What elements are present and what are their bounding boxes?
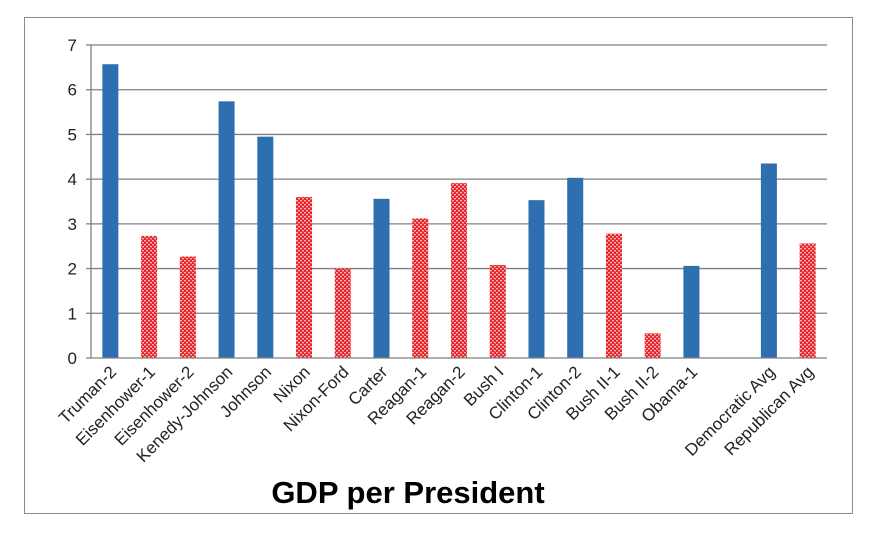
bar-eisenhower-1 xyxy=(141,235,158,358)
bar-eisenhower-2 xyxy=(179,256,196,358)
bar-bush-ii-2 xyxy=(644,333,661,358)
y-tick-label: 2 xyxy=(68,260,77,279)
bar-bush-ii-1 xyxy=(605,233,622,358)
bar-obama-1 xyxy=(683,265,700,358)
bar-nixon-ford xyxy=(334,268,351,358)
bar-bush-i xyxy=(489,264,506,358)
y-tick-label: 0 xyxy=(68,349,77,368)
y-tick-label: 5 xyxy=(68,125,77,144)
bar-republican-avg xyxy=(799,243,816,358)
bar-nixon xyxy=(296,197,313,358)
bar-carter xyxy=(373,198,390,358)
y-tick-label: 1 xyxy=(68,304,77,323)
bar-clinton-1 xyxy=(528,200,545,358)
bar-clinton-2 xyxy=(567,177,584,358)
bar-reagan-2 xyxy=(451,183,467,358)
y-tick-label: 7 xyxy=(68,36,77,55)
y-tick-label: 4 xyxy=(68,170,77,189)
bar-truman-2 xyxy=(102,64,119,358)
bar-democratic-avg xyxy=(760,163,777,358)
chart-frame xyxy=(24,17,853,514)
chart-title: GDP per President xyxy=(271,475,544,510)
y-tick-label: 6 xyxy=(68,81,77,100)
bar-johnson xyxy=(257,136,274,358)
bar-kenedy-johnson xyxy=(218,101,235,358)
bar-reagan-1 xyxy=(412,218,429,358)
y-tick-label: 3 xyxy=(68,215,77,234)
